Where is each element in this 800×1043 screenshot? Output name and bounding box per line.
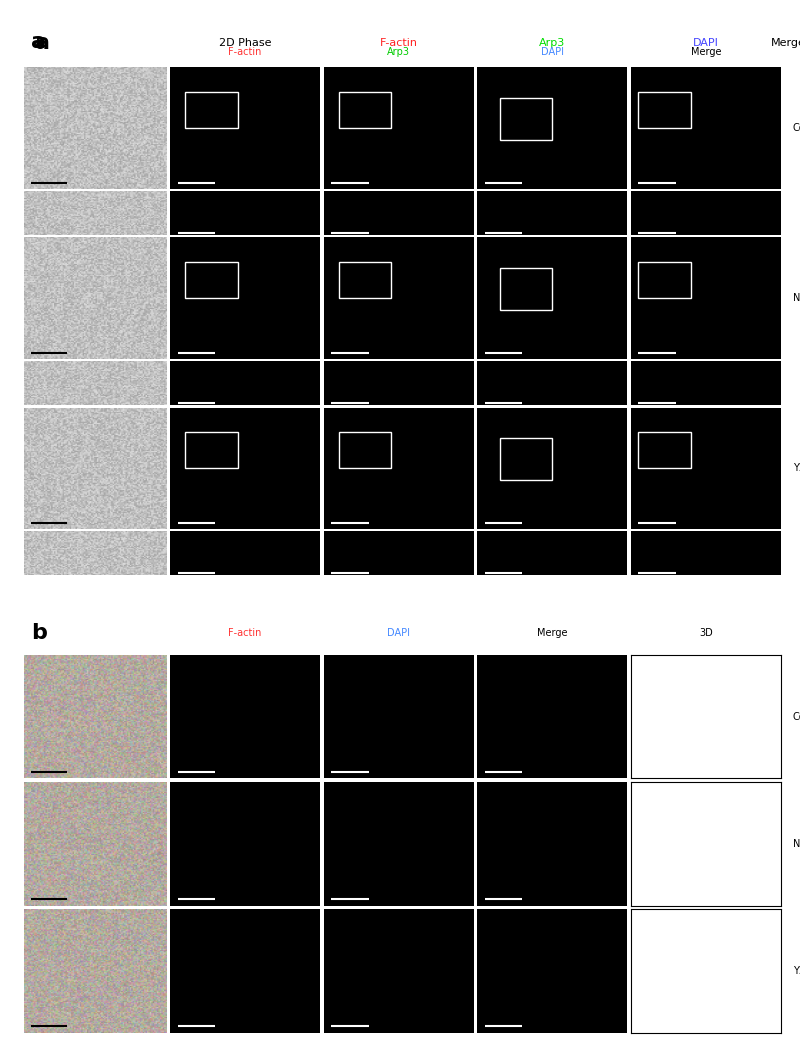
Text: Merge: Merge	[537, 628, 567, 638]
Text: NSC23766: NSC23766	[793, 293, 800, 304]
Text: DAPI: DAPI	[693, 38, 718, 48]
Text: Merge: Merge	[690, 47, 721, 56]
Text: F-actin: F-actin	[380, 38, 418, 48]
Text: F-actin: F-actin	[228, 628, 262, 638]
Bar	[185, 432, 238, 468]
Text: Arp3: Arp3	[539, 38, 566, 48]
Text: b: b	[31, 623, 47, 642]
Bar	[500, 438, 552, 481]
Text: Y27632: Y27632	[793, 463, 800, 474]
Bar	[638, 262, 691, 298]
Bar	[185, 262, 238, 298]
Text: 2D Phase: 2D Phase	[218, 38, 271, 48]
Text: DAPI: DAPI	[387, 628, 410, 638]
Text: NSC23766: NSC23766	[793, 839, 800, 849]
Text: Arp3: Arp3	[387, 47, 410, 56]
Text: DAPI: DAPI	[541, 47, 564, 56]
Text: 3D Phase: 3D Phase	[72, 662, 118, 673]
Bar	[338, 432, 391, 468]
Text: Control: Control	[793, 123, 800, 134]
Bar	[500, 98, 552, 140]
Text: Y27632: Y27632	[793, 966, 800, 975]
Text: 2D Phase: 2D Phase	[72, 74, 118, 83]
Bar	[338, 262, 391, 298]
Text: a: a	[31, 31, 46, 52]
Bar	[185, 92, 238, 128]
Bar	[638, 92, 691, 128]
Text: 3D: 3D	[699, 628, 713, 638]
Text: F-actin: F-actin	[228, 47, 262, 56]
Text: Merge: Merge	[771, 38, 800, 48]
Bar	[638, 432, 691, 468]
Text: a: a	[35, 33, 50, 53]
Bar	[500, 268, 552, 310]
Text: Control: Control	[793, 711, 800, 722]
Bar	[338, 92, 391, 128]
